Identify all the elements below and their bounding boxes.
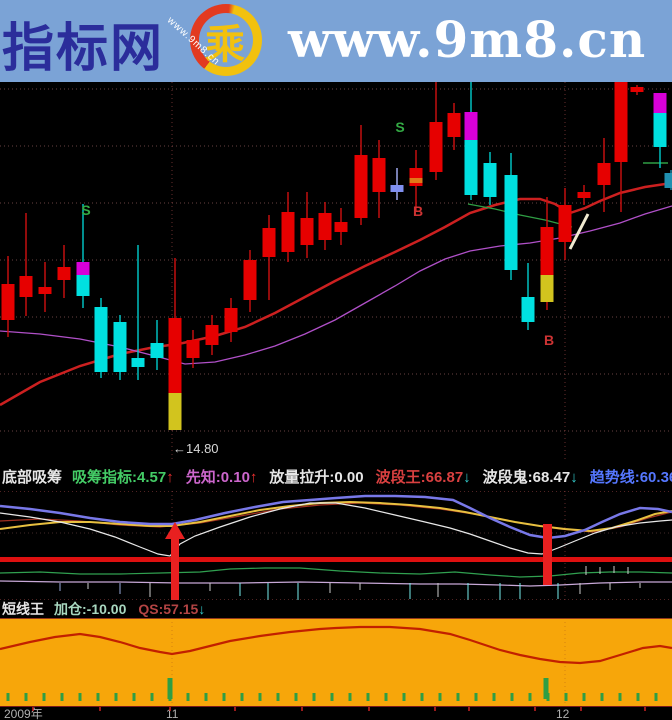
indicator-boduangui: 波段鬼:68.47↓ (482, 468, 578, 486)
sub-indicator-chart[interactable] (0, 491, 672, 600)
indicator-boduanwang: 波段王:66.87↓ (375, 468, 471, 486)
down-arrow-icon: ↓ (463, 468, 471, 486)
indicator-qushixian: 趋势线:60.36↑ (589, 468, 672, 486)
indicator-fangliang: 放量拉升:0.00 (269, 468, 364, 486)
down-arrow-icon: ↓ (198, 601, 206, 617)
indicator-qs: QS:57.15↓ (138, 601, 206, 617)
main-candlestick-chart[interactable]: S S B B ←14.80 (0, 82, 672, 461)
svg-text:B: B (544, 332, 554, 348)
indicator-row-short-line: 短线王 加仓:-10.00 QS:57.15↓ (0, 600, 672, 618)
indicator-pane-title: 底部吸筹 (2, 468, 63, 486)
axis-ticks (32, 707, 646, 711)
indicator-pane-title: 短线王 (2, 601, 44, 617)
up-arrow-icon: ↑ (249, 468, 258, 486)
axis-month-label: 11 (166, 707, 179, 720)
oscillator-chart[interactable] (0, 618, 672, 706)
indicator-xichou: 吸筹指标:4.57↑ (72, 468, 174, 486)
watermark-banner: 指标网 乘 www.9m8.cn www.9m8.cn (0, 0, 672, 82)
svg-text:B: B (413, 203, 423, 219)
logo-ring-icon (190, 4, 262, 76)
logo-glyph-icon: 乘 (205, 23, 245, 67)
indicator-row-bottom-accumulation: 底部吸筹 吸筹指标:4.57↑ 先知:0.10↑ 放量拉升:0.00 波段王:6… (0, 461, 672, 491)
site-url: www.9m8.cn (288, 10, 647, 69)
svg-text:←14.80: ←14.80 (173, 441, 219, 456)
indicator-xianzhi: 先知:0.10↑ (185, 468, 258, 486)
svg-text:S: S (81, 202, 90, 218)
svg-text:S: S (395, 119, 404, 135)
indicator-jiacang: 加仓:-10.00 (54, 601, 127, 617)
site-name: 指标网 (2, 19, 165, 79)
axis-month-label: 12 (556, 707, 570, 720)
up-arrow-icon: ↑ (166, 468, 174, 486)
site-logo: 乘 www.9m8.cn (165, 2, 264, 80)
down-arrow-icon: ↓ (570, 468, 578, 486)
